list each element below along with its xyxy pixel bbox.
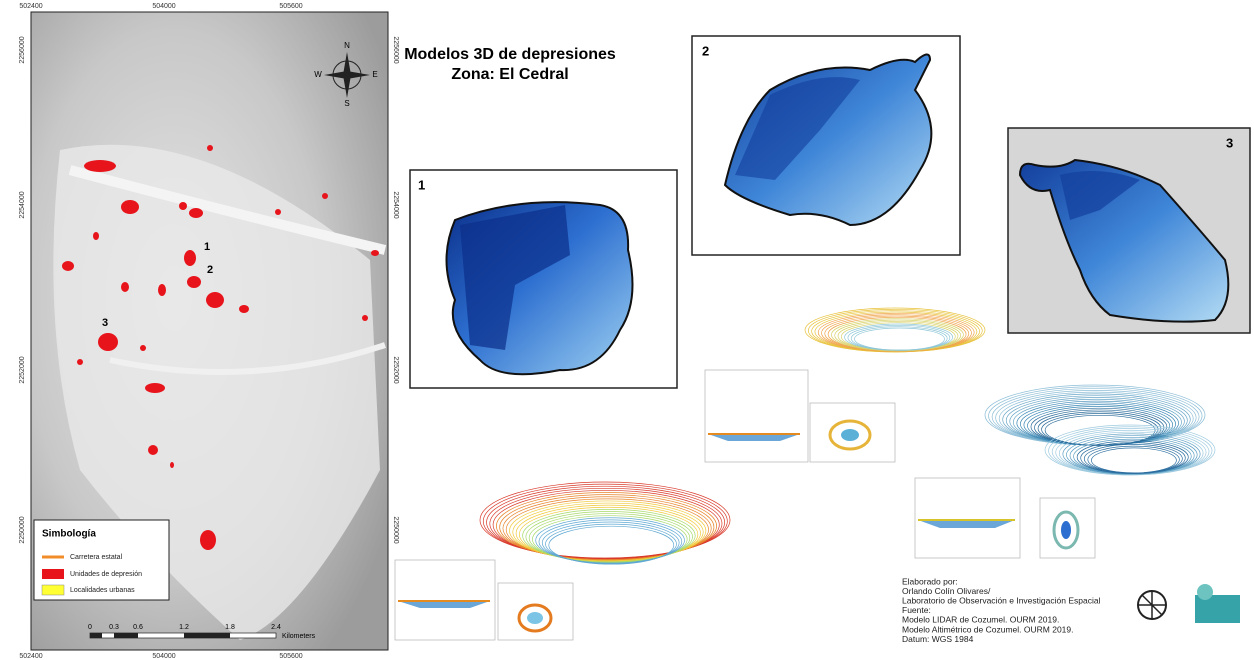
credit-line: Orlando Colín Olivares/ bbox=[902, 586, 991, 596]
coord-label: 2250000 bbox=[19, 516, 26, 543]
coord-label: 502400 bbox=[19, 3, 42, 10]
coord-label: 504000 bbox=[152, 3, 175, 10]
legend: Simbología Carretera estatal Unidades de… bbox=[34, 520, 169, 600]
panel: 3 bbox=[1008, 128, 1250, 333]
scale-tick: 0.6 bbox=[133, 624, 143, 631]
logos bbox=[1138, 584, 1240, 623]
legend-item: Unidades de depresión bbox=[70, 571, 142, 578]
coord-label: 2254000 bbox=[19, 191, 26, 218]
scale-tick: 1.2 bbox=[179, 624, 189, 631]
site-label: 2 bbox=[207, 264, 213, 276]
compass-label: E bbox=[372, 70, 377, 79]
coord-label: 2256000 bbox=[392, 36, 399, 63]
coord-label: 505600 bbox=[279, 3, 302, 10]
scale-tick: 0.3 bbox=[109, 624, 119, 631]
scale-tick: 2.4 bbox=[271, 624, 281, 631]
panel-label: 1 bbox=[418, 177, 425, 192]
coord-label: 504000 bbox=[152, 653, 175, 660]
credit-line: Datum: WGS 1984 bbox=[902, 634, 974, 644]
panel: 2 bbox=[692, 36, 960, 255]
coord-label: 2252000 bbox=[19, 356, 26, 383]
coord-label: 2252000 bbox=[392, 356, 399, 383]
credits: Elaborado por:Orlando Colín Olivares/Lab… bbox=[902, 576, 1101, 644]
compass-label: S bbox=[344, 99, 349, 108]
credit-line: Modelo Altimétrico de Cozumel. OURM 2019… bbox=[902, 624, 1074, 634]
title: Modelos 3D de depresiones bbox=[404, 46, 616, 63]
scale-tick: 1.8 bbox=[225, 624, 235, 631]
panel: 1 bbox=[410, 170, 677, 388]
credit-line: Laboratorio de Observación e Investigaci… bbox=[902, 595, 1101, 605]
credit-line: Modelo LIDAR de Cozumel. OURM 2019. bbox=[902, 615, 1059, 625]
scale-tick: 0 bbox=[88, 624, 92, 631]
contour-line bbox=[1091, 448, 1176, 473]
contour-line bbox=[855, 328, 945, 350]
site-label: 3 bbox=[102, 317, 108, 329]
map: 1 2 3 502400 504000 505600 502400 504000… bbox=[19, 3, 399, 660]
coord-label: 2250000 bbox=[392, 516, 399, 543]
subtitle: Zona: El Cedral bbox=[451, 66, 568, 83]
panel-label: 2 bbox=[702, 43, 709, 58]
site-label: 1 bbox=[204, 241, 210, 253]
compass-label: W bbox=[314, 70, 322, 79]
coord-label: 2256000 bbox=[19, 36, 26, 63]
panel-label: 3 bbox=[1226, 135, 1233, 150]
credit-line: Fuente: bbox=[902, 605, 931, 615]
legend-item: Localidades urbanas bbox=[70, 587, 135, 594]
scale-unit: Kilometers bbox=[282, 633, 316, 640]
coord-label: 2254000 bbox=[392, 191, 399, 218]
coord-label: 505600 bbox=[279, 653, 302, 660]
coord-label: 502400 bbox=[19, 653, 42, 660]
compass-label: N bbox=[344, 41, 350, 50]
legend-title: Simbología bbox=[42, 529, 96, 540]
poster: 1 2 3 502400 504000 505600 502400 504000… bbox=[0, 0, 1254, 660]
legend-item: Carretera estatal bbox=[70, 554, 123, 561]
credit-line: Elaborado por: bbox=[902, 576, 958, 586]
